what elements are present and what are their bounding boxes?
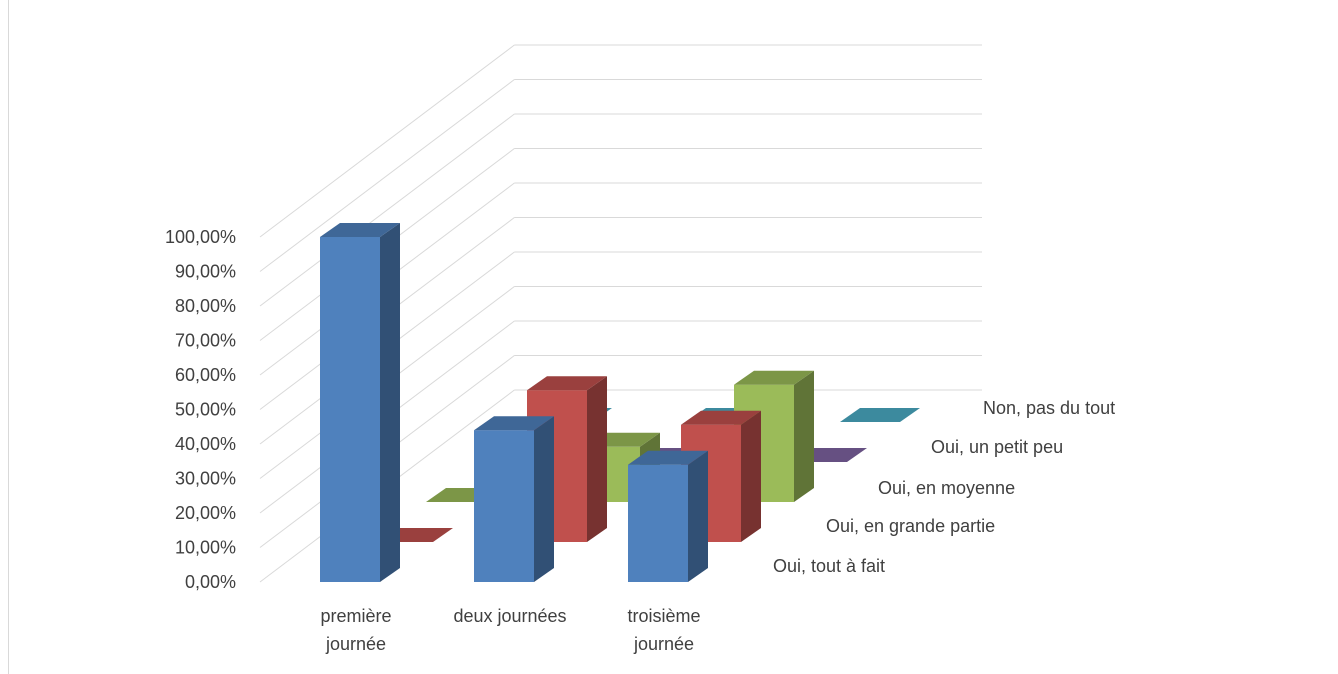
- y-tick-label: 90,00%: [175, 262, 236, 282]
- y-tick-label: 80,00%: [175, 296, 236, 316]
- series-label-non-pas-du-tout: Non, pas du tout: [983, 398, 1115, 418]
- chart-border: [8, 0, 9, 674]
- bar-side: [534, 416, 554, 582]
- bar: [320, 223, 400, 582]
- bar-top: [474, 416, 554, 431]
- series-label-oui-en-grande-partie: Oui, en grande partie: [826, 516, 995, 536]
- bar-side: [380, 223, 400, 582]
- series-label-oui-en-moyenne: Oui, en moyenne: [878, 478, 1015, 498]
- bars: [320, 223, 920, 582]
- y-tick-label: 60,00%: [175, 365, 236, 385]
- bar: [628, 450, 708, 582]
- x-category-label: deux journées: [453, 606, 566, 626]
- bar-top: [527, 376, 607, 391]
- bar-side: [688, 450, 708, 582]
- bar-front: [628, 464, 688, 582]
- bar-top: [320, 223, 400, 237]
- series-label-oui-un-petit-peu: Oui, un petit peu: [931, 437, 1063, 457]
- y-tick-label: 70,00%: [175, 331, 236, 351]
- y-tick-label: 100,00%: [165, 227, 236, 247]
- y-tick-label: 0,00%: [185, 572, 236, 592]
- x-category-label: première journée: [320, 606, 391, 654]
- series-label-oui-tout-a-fait: Oui, tout à fait: [773, 556, 885, 576]
- x-axis-category-labels: première journée deux journées troisième jou…: [320, 606, 700, 654]
- bar-side: [741, 410, 761, 542]
- y-tick-label: 20,00%: [175, 503, 236, 523]
- gridline: [259, 44, 515, 238]
- x-category-label: troisième journée: [627, 606, 700, 654]
- bar-side: [587, 376, 607, 542]
- bar-top: [734, 370, 814, 385]
- bar-top: [681, 410, 761, 425]
- bar-front: [474, 430, 534, 582]
- bar-side: [794, 370, 814, 502]
- bar-front: [320, 237, 380, 582]
- y-tick-label: 50,00%: [175, 400, 236, 420]
- gridline: [259, 79, 515, 272]
- bar: [474, 416, 554, 582]
- y-tick-label: 10,00%: [175, 538, 236, 558]
- bar: [840, 408, 920, 422]
- bar-top: [628, 450, 708, 465]
- y-axis-tick-labels: 0,00% 10,00% 20,00% 30,00% 40,00% 50,00% 60,00…: [165, 227, 236, 592]
- depth-axis-series-labels: Oui, tout à fait Oui, en grande partie Oui…: [773, 398, 1115, 576]
- gridline: [259, 113, 515, 307]
- y-tick-label: 40,00%: [175, 434, 236, 454]
- bar-top: [840, 408, 920, 422]
- y-tick-label: 30,00%: [175, 469, 236, 489]
